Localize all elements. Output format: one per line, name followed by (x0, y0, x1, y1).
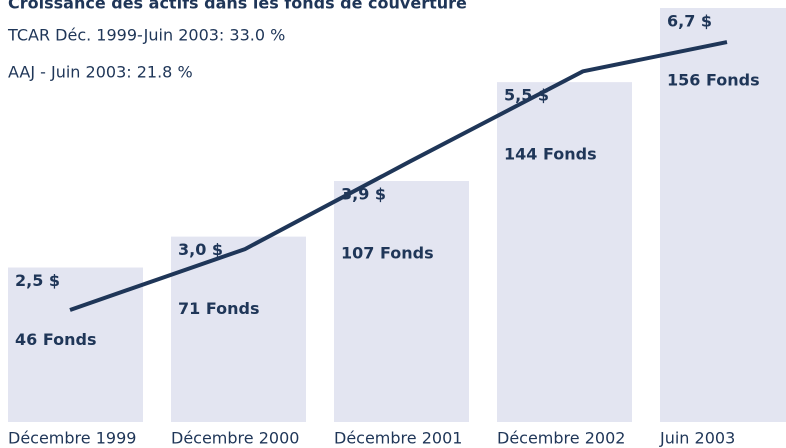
value-label: 3,0 $ (178, 240, 223, 259)
value-label: 156 Fonds (667, 71, 760, 90)
value-label: 3,9 $ (341, 185, 386, 204)
value-label: 5,5 $ (504, 86, 549, 105)
x-tick-label: Juin 2003 (659, 429, 735, 448)
x-tick-label: Décembre 2000 (171, 429, 299, 448)
value-label: 71 Fonds (178, 299, 259, 318)
bar (334, 181, 469, 422)
x-tick-label: Décembre 1999 (8, 429, 136, 448)
bar (171, 236, 306, 422)
value-label: 144 Fonds (504, 145, 597, 164)
annotation: TCAR Déc. 1999-Juin 2003: 33.0 % (7, 26, 285, 45)
x-tick-label: Décembre 2001 (334, 429, 462, 448)
bar (497, 82, 632, 422)
value-label: 46 Fonds (15, 330, 96, 349)
value-label: 6,7 $ (667, 12, 712, 31)
bar (660, 8, 786, 422)
line (69, 40, 728, 312)
value-label: 107 Fonds (341, 244, 434, 263)
value-label: 2,5 $ (15, 271, 60, 290)
chart-title: Croissance des actifs dans les fonds de … (8, 0, 467, 13)
x-tick-label: Décembre 2002 (497, 429, 625, 448)
annotation: AAJ - Juin 2003: 21.8 % (8, 63, 193, 82)
